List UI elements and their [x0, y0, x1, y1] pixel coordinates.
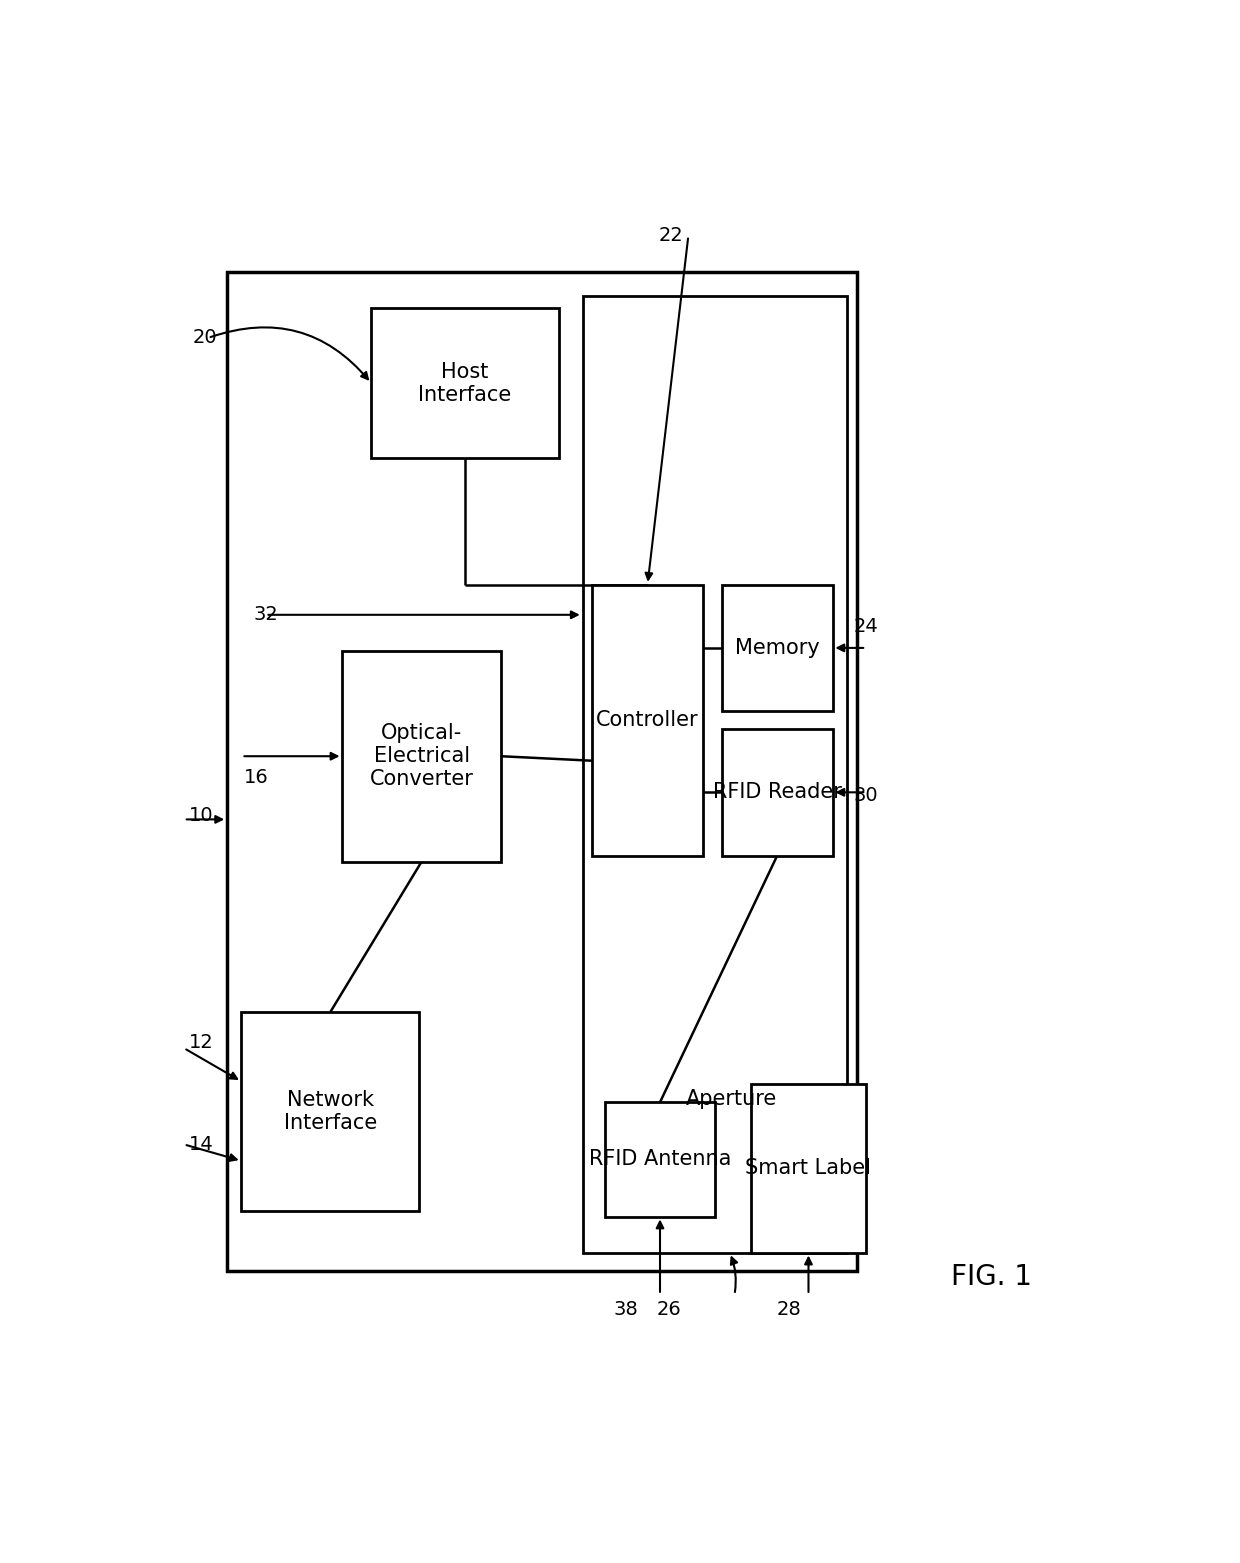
Bar [583, 295, 847, 1252]
Text: Network
Interface: Network Interface [284, 1089, 377, 1133]
Text: RFID Antenna: RFID Antenna [589, 1149, 732, 1169]
Text: 24: 24 [854, 617, 878, 636]
Bar [342, 650, 501, 861]
Text: 14: 14 [188, 1135, 213, 1153]
Text: 32: 32 [253, 605, 278, 624]
Text: Smart Label: Smart Label [745, 1158, 872, 1179]
Bar [722, 728, 832, 855]
Text: Host
Interface: Host Interface [418, 361, 512, 405]
Text: RFID Reader: RFID Reader [713, 783, 842, 802]
Text: 38: 38 [614, 1300, 639, 1319]
Bar [605, 1102, 715, 1216]
Bar [593, 585, 703, 855]
Bar [371, 308, 559, 458]
Text: FIG. 1: FIG. 1 [951, 1263, 1032, 1291]
Bar [227, 272, 857, 1271]
Text: 10: 10 [188, 807, 213, 825]
Text: 12: 12 [188, 1033, 213, 1052]
Text: Aperture: Aperture [686, 1088, 777, 1108]
Text: Memory: Memory [735, 638, 820, 658]
Text: 28: 28 [777, 1300, 801, 1319]
Bar [722, 585, 832, 711]
Bar [242, 1011, 419, 1210]
Text: 26: 26 [657, 1300, 682, 1319]
Text: Controller: Controller [596, 710, 699, 730]
Text: 30: 30 [854, 786, 878, 805]
Text: 20: 20 [192, 328, 217, 347]
Bar [751, 1085, 867, 1252]
Text: 22: 22 [658, 227, 683, 245]
Text: Optical-
Electrical
Converter: Optical- Electrical Converter [370, 724, 474, 789]
Text: 16: 16 [243, 767, 268, 786]
